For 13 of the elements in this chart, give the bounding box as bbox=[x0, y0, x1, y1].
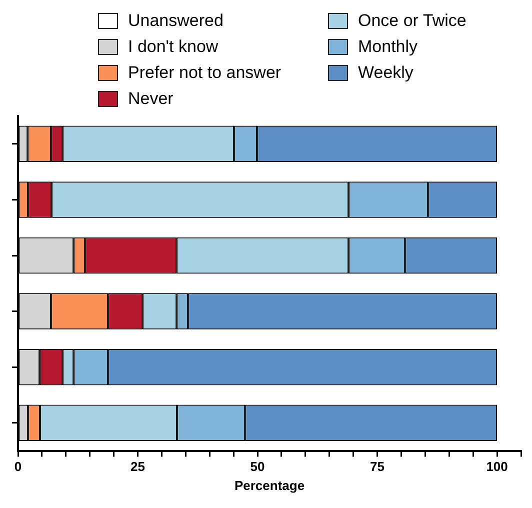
x-tick-label: 75 bbox=[370, 459, 385, 474]
x-tick-label: 0 bbox=[14, 459, 22, 474]
legend-label: Once or Twice bbox=[358, 11, 466, 31]
legend-label: Prefer not to answer bbox=[128, 63, 282, 83]
x-tick-label: 100 bbox=[486, 459, 508, 474]
legend-label: I don't know bbox=[128, 37, 218, 57]
legend-label: Unanswered bbox=[128, 11, 224, 31]
x-tick-label: 25 bbox=[130, 459, 145, 474]
legend-label: Monthly bbox=[358, 37, 418, 57]
x-tick-label: 50 bbox=[250, 459, 265, 474]
legend-label: Never bbox=[128, 89, 174, 109]
legend-label: Weekly bbox=[358, 63, 414, 83]
x-axis-title: Percentage bbox=[234, 478, 305, 493]
